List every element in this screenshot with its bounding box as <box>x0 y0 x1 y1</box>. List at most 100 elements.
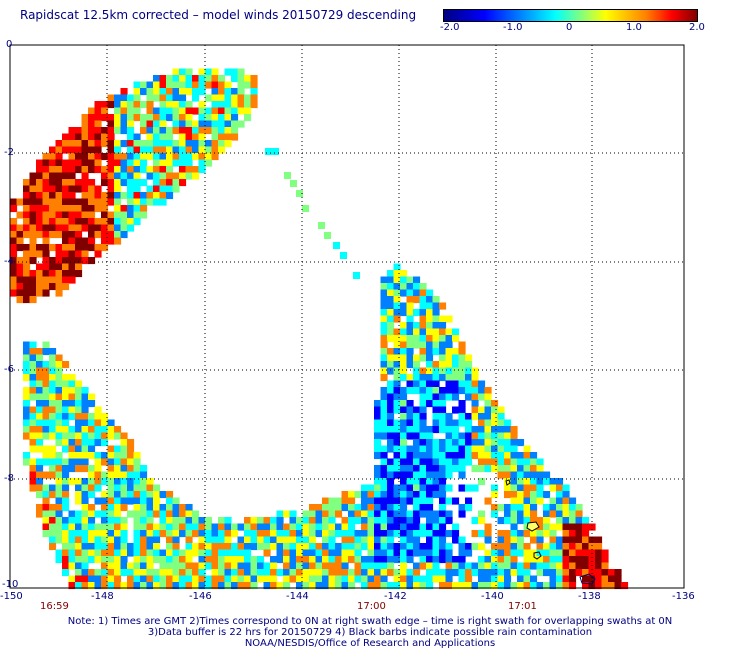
wind-cell <box>328 523 336 531</box>
wind-cell <box>107 543 115 551</box>
wind-cell <box>296 517 304 525</box>
wind-cell <box>543 523 551 531</box>
wind-cell <box>244 81 252 89</box>
wind-cell <box>185 510 193 518</box>
wind-cell <box>81 536 89 544</box>
wind-cell <box>465 452 473 460</box>
wind-cell <box>107 120 115 128</box>
wind-cell <box>166 510 174 518</box>
wind-cell <box>510 556 518 564</box>
wind-cell <box>36 244 44 252</box>
wind-cell <box>218 582 226 590</box>
wind-cell <box>88 478 96 486</box>
wind-cell <box>387 562 395 570</box>
wind-cell <box>374 543 382 551</box>
wind-cell <box>62 276 70 284</box>
wind-cell <box>497 543 505 551</box>
wind-cell <box>426 354 434 362</box>
wind-cell <box>68 185 76 193</box>
wind-cell <box>231 68 239 76</box>
wind-cell <box>452 380 460 388</box>
wind-cell <box>205 517 213 525</box>
wind-cell <box>101 224 109 232</box>
wind-cell <box>127 179 135 187</box>
wind-cell <box>120 497 128 505</box>
wind-cell <box>224 549 232 557</box>
wind-cell <box>10 276 18 284</box>
wind-cell <box>127 166 135 174</box>
map-frame <box>9 44 685 589</box>
wind-cell <box>504 504 512 512</box>
wind-cell <box>497 426 505 434</box>
wind-cell <box>413 432 421 440</box>
wind-cell <box>257 543 265 551</box>
wind-cell <box>10 289 18 297</box>
colorbar-label-zero: 0 <box>566 22 573 33</box>
wind-cell <box>133 88 141 96</box>
wind-cell <box>185 120 193 128</box>
wind-cell <box>471 562 479 570</box>
wind-cell <box>75 263 83 271</box>
wind-cell <box>94 432 102 440</box>
wind-cell <box>114 569 122 577</box>
wind-cell <box>107 582 115 590</box>
wind-cell <box>81 582 89 590</box>
wind-cell <box>185 101 193 109</box>
wind-cell <box>68 517 76 525</box>
wind-cell <box>140 582 148 590</box>
wind-cell <box>36 439 44 447</box>
wind-cell <box>562 497 570 505</box>
wind-cell <box>361 504 369 512</box>
wind-cell <box>153 159 161 167</box>
wind-cell <box>458 354 466 362</box>
wind-cell <box>458 452 466 460</box>
wind-cell <box>458 582 466 590</box>
wind-cell <box>140 543 148 551</box>
wind-cell <box>237 523 245 531</box>
wind-cell <box>458 387 466 395</box>
wind-cell <box>517 530 525 538</box>
wind-cell <box>62 458 70 466</box>
wind-cell <box>16 224 24 232</box>
wind-cell <box>491 491 499 499</box>
wind-cell <box>341 569 349 577</box>
wind-cell <box>478 387 486 395</box>
wind-cell <box>387 530 395 538</box>
wind-cell <box>322 549 330 557</box>
wind-cell <box>192 530 200 538</box>
wind-cell <box>42 452 50 460</box>
wind-cell <box>211 575 219 583</box>
wind-cell <box>55 218 63 226</box>
wind-cell <box>185 530 193 538</box>
wind-cell <box>387 517 395 525</box>
wind-cell <box>23 458 31 466</box>
wind-cell <box>380 478 388 486</box>
wind-cell <box>562 510 570 518</box>
wind-cell <box>211 556 219 564</box>
wind-cell <box>127 439 135 447</box>
wind-cell <box>49 523 57 531</box>
wind-cell <box>185 582 193 590</box>
wind-cell <box>172 497 180 505</box>
wind-cell <box>393 465 401 473</box>
wind-cell <box>263 575 271 583</box>
wind-cell <box>341 497 349 505</box>
wind-cell <box>101 426 109 434</box>
wind-cell <box>530 458 538 466</box>
wind-cell <box>400 354 408 362</box>
wind-cell <box>270 543 278 551</box>
wind-cell <box>497 530 505 538</box>
wind-cell <box>120 218 128 226</box>
wind-cell <box>81 218 89 226</box>
wind-cell <box>309 549 317 557</box>
wind-cell <box>387 549 395 557</box>
wind-cell <box>192 517 200 525</box>
wind-cell <box>133 185 141 193</box>
wind-cell <box>504 478 512 486</box>
wind-cell <box>140 205 148 213</box>
wind-cell <box>309 582 317 590</box>
wind-cell <box>510 471 518 479</box>
wind-cell <box>75 445 83 453</box>
wind-cell <box>380 432 388 440</box>
wind-cell <box>114 107 122 115</box>
